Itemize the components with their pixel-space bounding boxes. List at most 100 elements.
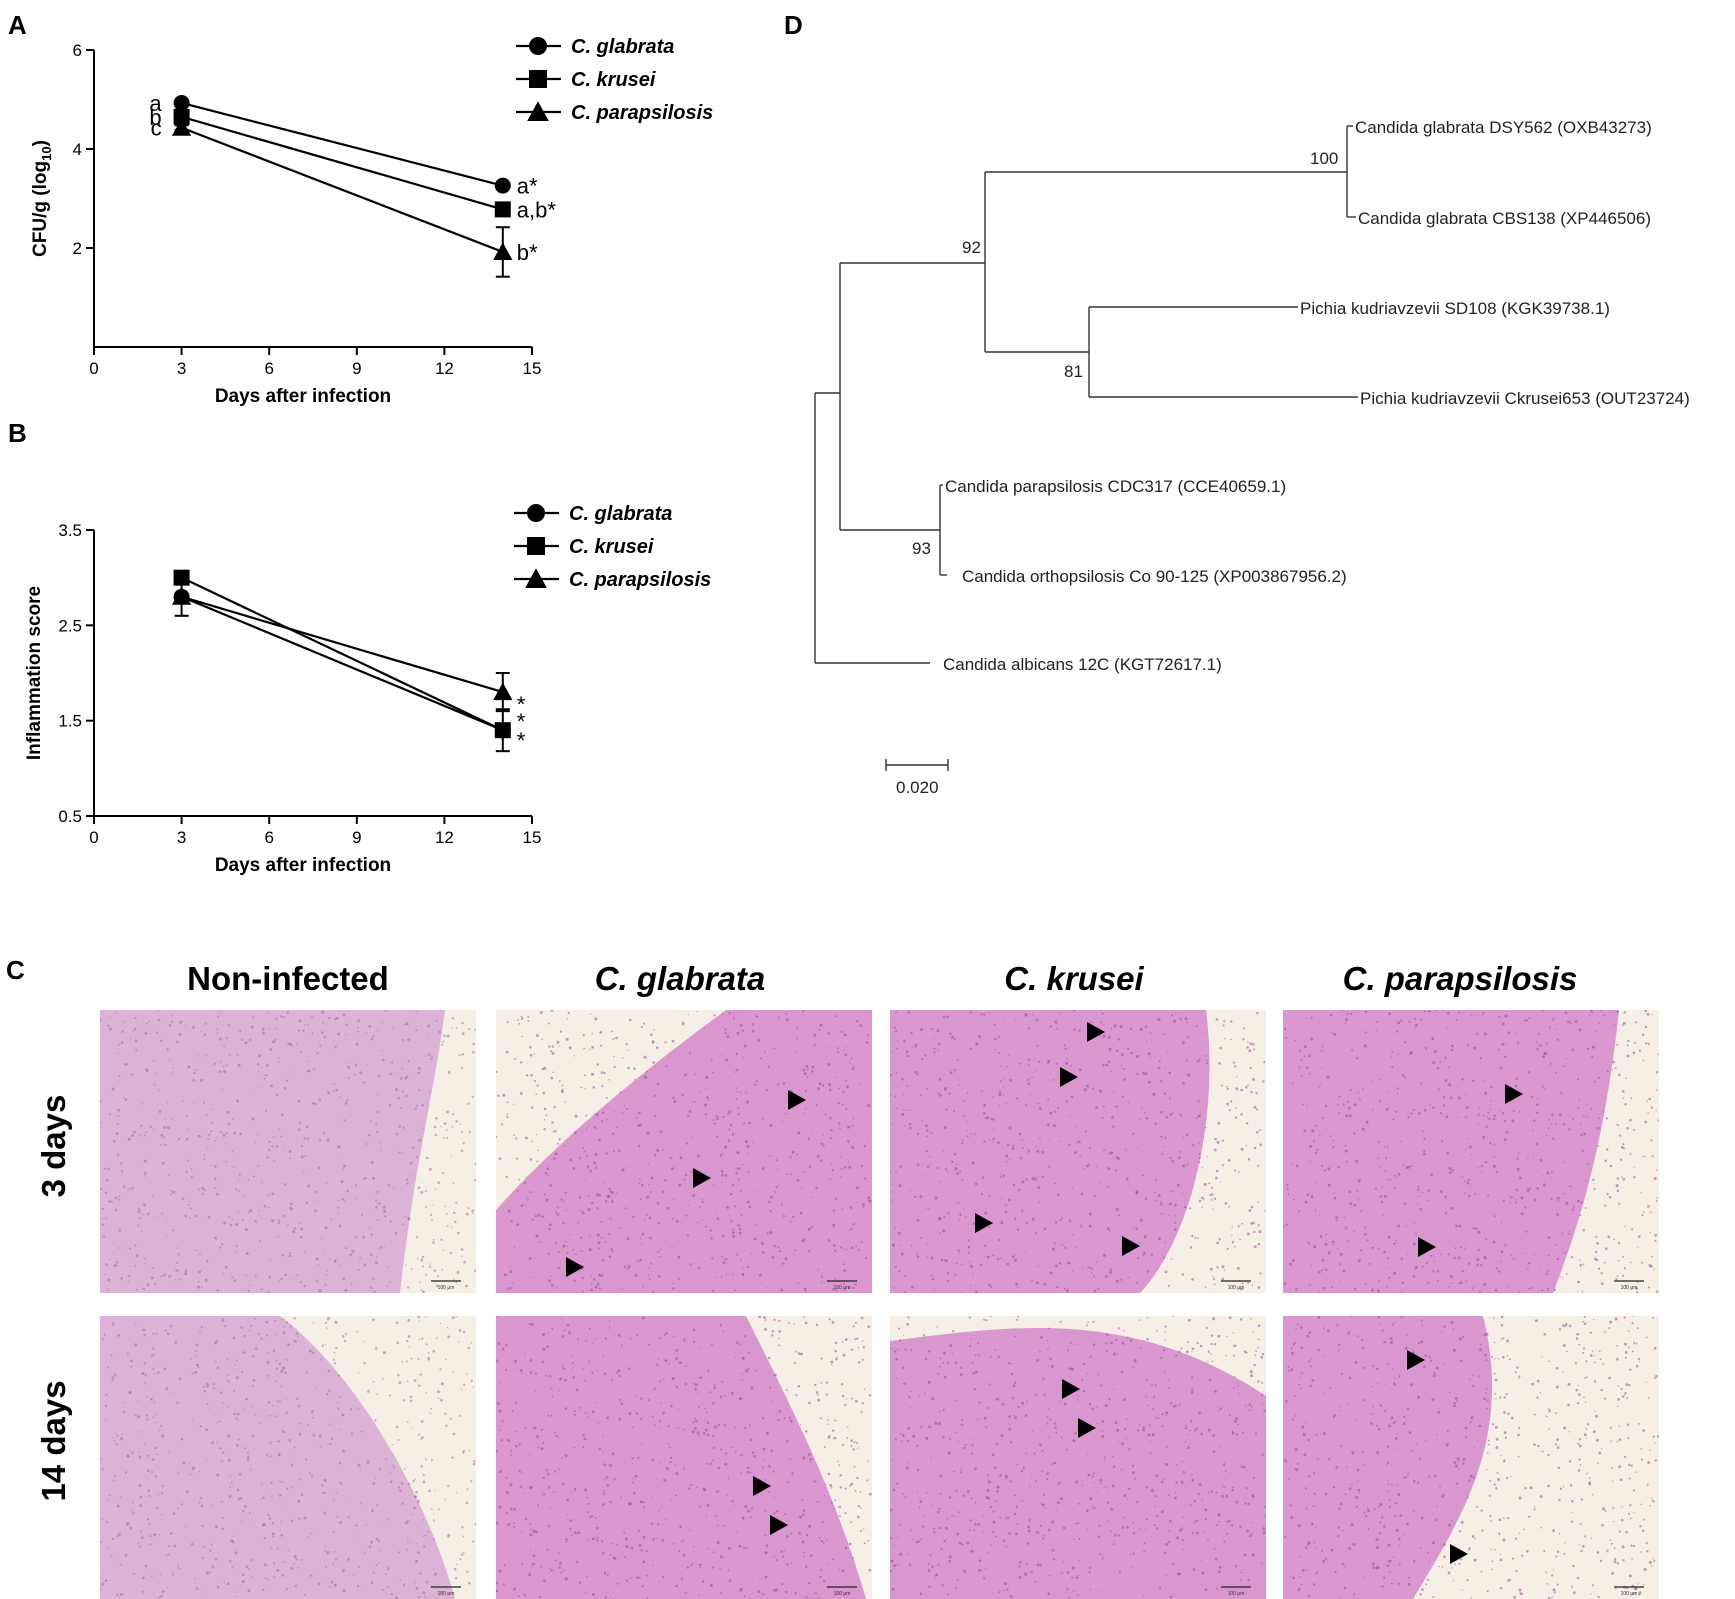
cell-speck (1315, 1152, 1317, 1154)
cell-speck (543, 1493, 545, 1495)
cell-speck (1378, 1100, 1380, 1102)
cell-speck (1577, 1078, 1579, 1080)
cell-speck (1169, 1157, 1171, 1159)
cell-speck (108, 1200, 110, 1202)
cell-speck (1218, 1335, 1221, 1338)
cell-speck (417, 1071, 420, 1074)
cell-speck (911, 1286, 914, 1289)
cell-speck (1347, 1240, 1349, 1242)
cell-speck (1100, 1591, 1101, 1592)
cell-speck (236, 1360, 238, 1362)
cell-speck (959, 1214, 961, 1216)
cell-speck (1453, 1257, 1455, 1259)
cell-speck (536, 1160, 538, 1162)
cell-speck (1039, 1351, 1041, 1353)
cell-speck (329, 1258, 331, 1260)
cell-speck (665, 1359, 668, 1362)
cell-speck (752, 1452, 754, 1454)
cell-speck (819, 1576, 821, 1578)
cell-speck (406, 1022, 409, 1025)
cell-speck (1092, 1268, 1094, 1270)
cell-speck (1208, 1351, 1210, 1353)
cell-speck (756, 1015, 759, 1018)
cell-speck (266, 1334, 268, 1336)
cell-speck (1121, 1442, 1124, 1445)
cell-speck (219, 1070, 222, 1073)
cell-speck (1252, 1222, 1255, 1225)
cell-speck (441, 1044, 443, 1046)
cell-speck (1250, 1318, 1252, 1320)
cell-speck (1117, 1346, 1118, 1347)
cell-speck (954, 1431, 956, 1433)
cell-speck (713, 1447, 715, 1449)
cell-speck (560, 1031, 562, 1033)
cell-speck (152, 1458, 155, 1461)
cell-speck (172, 1571, 173, 1572)
cell-speck (868, 1460, 870, 1462)
cell-speck (300, 1236, 303, 1239)
cell-speck (1205, 1287, 1207, 1289)
cell-speck (1032, 1014, 1033, 1015)
cell-speck (705, 1408, 706, 1409)
cell-speck (1224, 1270, 1225, 1271)
cell-speck (1354, 1103, 1357, 1106)
cell-speck (1067, 1571, 1070, 1574)
cell-speck (725, 1395, 726, 1396)
cell-speck (741, 1379, 743, 1381)
cell-speck (1243, 1466, 1246, 1469)
cell-speck (330, 1218, 332, 1220)
cell-speck (202, 1557, 204, 1559)
cell-speck (704, 1103, 707, 1106)
cell-speck (1353, 1132, 1355, 1134)
cell-speck (419, 1320, 420, 1321)
cell-speck (1022, 1147, 1024, 1149)
cell-speck (346, 1099, 348, 1101)
cell-speck (336, 1492, 338, 1494)
cell-speck (961, 1143, 963, 1145)
cell-speck (721, 1013, 723, 1015)
cell-speck (416, 1236, 418, 1238)
cell-speck (372, 1318, 375, 1321)
cell-speck (561, 1458, 562, 1459)
cell-speck (195, 1350, 197, 1352)
cell-speck (204, 1158, 206, 1160)
cell-speck (135, 1049, 137, 1051)
cell-speck (868, 1196, 871, 1199)
cell-speck (1051, 1365, 1054, 1368)
cell-speck (671, 1247, 672, 1248)
cell-speck (123, 1021, 124, 1022)
cell-speck (1162, 1425, 1164, 1427)
cell-speck (892, 1124, 893, 1125)
cell-speck (1084, 1088, 1087, 1091)
cell-speck (1118, 1534, 1120, 1536)
cell-speck (735, 1172, 738, 1175)
cell-speck (125, 1098, 128, 1101)
cell-speck (656, 1046, 659, 1049)
cell-speck (739, 1232, 742, 1235)
cell-speck (1247, 1282, 1249, 1284)
cell-speck (1165, 1331, 1166, 1332)
cell-speck (712, 1290, 714, 1292)
cell-speck (689, 1052, 691, 1054)
cell-speck (345, 1034, 346, 1035)
cell-speck (340, 1096, 342, 1098)
cell-speck (1140, 1028, 1143, 1031)
cell-speck (336, 1017, 339, 1020)
cell-speck (611, 1201, 613, 1203)
cell-speck (1150, 1057, 1151, 1058)
cell-speck (678, 1409, 679, 1410)
cell-speck (1056, 1063, 1058, 1065)
cell-speck (233, 1390, 235, 1392)
cell-speck (1419, 1196, 1420, 1197)
cell-speck (144, 1032, 147, 1035)
cell-speck (271, 1192, 274, 1195)
cell-speck (346, 1189, 349, 1192)
cell-speck (529, 1323, 532, 1326)
cell-speck (505, 1477, 507, 1479)
cell-speck (1194, 1430, 1196, 1432)
cell-speck (716, 1117, 719, 1120)
cell-speck (447, 1335, 450, 1338)
cell-speck (917, 1219, 920, 1222)
cell-speck (353, 1575, 354, 1576)
x-tick-label: 3 (177, 828, 186, 847)
